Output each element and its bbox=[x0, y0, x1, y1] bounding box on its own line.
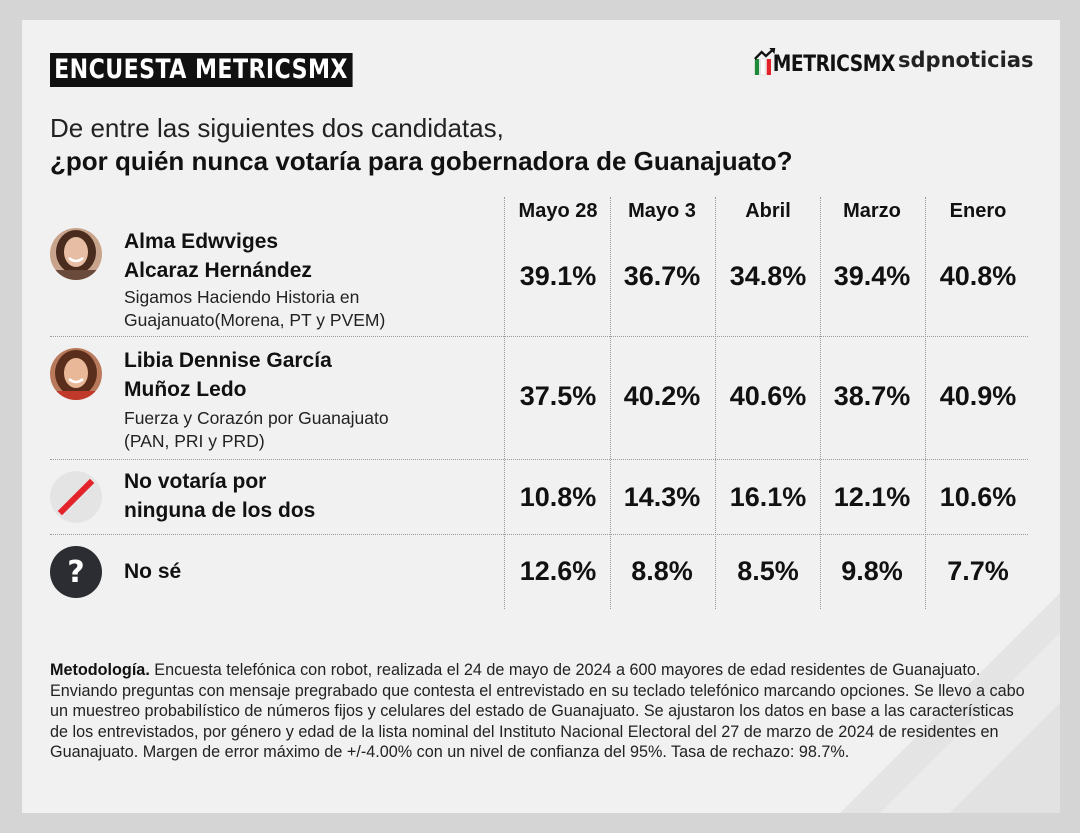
row-name-line-2: Alcaraz Hernández bbox=[124, 259, 312, 282]
logo-group: METRICSMX sdpnoticias bbox=[754, 42, 1034, 82]
table-cell-value: 40.6% bbox=[729, 381, 807, 411]
metricsmx-logo-text: METRICSMX bbox=[772, 52, 896, 77]
column-header: Mayo 28 bbox=[518, 200, 598, 222]
table-cell-value: 9.8% bbox=[841, 556, 903, 586]
trend-arrow-icon bbox=[754, 48, 776, 76]
table-cell-value: 10.8% bbox=[519, 482, 597, 512]
column-divider bbox=[610, 197, 611, 609]
table-cell-value: 8.5% bbox=[737, 556, 799, 586]
table-cell-value: 16.1% bbox=[729, 482, 807, 512]
row-divider bbox=[50, 336, 1028, 337]
row-party-line-2: (PAN, PRI y PRD) bbox=[124, 431, 265, 451]
column-divider bbox=[504, 197, 505, 609]
table-cell-value: 40.9% bbox=[939, 381, 1017, 411]
row-name-line-1: Alma Edwviges bbox=[124, 230, 279, 253]
table-cell-value: 36.7% bbox=[623, 261, 701, 291]
candidate-photo-garcia bbox=[50, 348, 102, 400]
infographic-card: ENCUESTA METRICSMX METRICSMX sdpnoticias… bbox=[22, 20, 1060, 813]
table-cell-value: 10.6% bbox=[939, 482, 1017, 512]
row-name-line-1: No sé bbox=[124, 560, 182, 583]
decorative-stripes bbox=[840, 593, 1060, 813]
candidate-photo-alcaraz bbox=[50, 228, 102, 280]
table-cell-value: 39.1% bbox=[519, 261, 597, 291]
question-icon-glyph: ? bbox=[67, 554, 85, 590]
row-name-line-1: Libia Dennise García bbox=[124, 349, 332, 372]
column-header: Abril bbox=[745, 200, 791, 222]
slash-icon bbox=[50, 471, 102, 523]
question-line-2: ¿por quién nunca votaría para gobernador… bbox=[50, 146, 793, 176]
table-cell-value: 8.8% bbox=[631, 556, 693, 586]
table-cell-value: 14.3% bbox=[623, 482, 701, 512]
table-cell-value: 7.7% bbox=[947, 556, 1009, 586]
row-name-line-2: Muñoz Ledo bbox=[124, 378, 247, 401]
row-name-line-2: ninguna de los dos bbox=[124, 499, 316, 522]
methodology-text: Encuesta telefónica con robot, realizada… bbox=[50, 661, 1025, 761]
row-party-line-1: Fuerza y Corazón por Guanajuato bbox=[124, 408, 389, 428]
column-header: Mayo 3 bbox=[628, 200, 696, 222]
row-divider bbox=[50, 534, 1028, 535]
column-divider bbox=[925, 197, 926, 609]
column-header: Enero bbox=[949, 200, 1007, 222]
column-header: Marzo bbox=[843, 200, 901, 222]
brand-title: ENCUESTA METRICSMX bbox=[50, 53, 353, 87]
question-line-1: De entre las siguientes dos candidatas, bbox=[50, 113, 504, 143]
row-party-line-1: Sigamos Haciendo Historia en bbox=[124, 287, 360, 307]
column-divider bbox=[820, 197, 821, 609]
column-divider bbox=[715, 197, 716, 609]
table-cell-value: 12.6% bbox=[519, 556, 597, 586]
methodology-note: Metodología. Encuesta telefónica con rob… bbox=[50, 660, 1025, 763]
table-cell-value: 34.8% bbox=[729, 261, 807, 291]
table-cell-value: 40.2% bbox=[623, 381, 701, 411]
question-icon: ? bbox=[50, 546, 102, 598]
row-name-line-1: No votaría por bbox=[124, 470, 267, 493]
table-cell-value: 38.7% bbox=[833, 381, 911, 411]
table-cell-value: 37.5% bbox=[519, 381, 597, 411]
table-cell-value: 39.4% bbox=[833, 261, 911, 291]
row-party-line-2: Guajanuato(Morena, PT y PVEM) bbox=[124, 310, 386, 330]
table-cell-value: 40.8% bbox=[939, 261, 1017, 291]
table-cell-value: 12.1% bbox=[833, 482, 911, 512]
sdpnoticias-logo: sdpnoticias bbox=[898, 48, 1034, 72]
metricsmx-logo: METRICSMX bbox=[754, 47, 895, 77]
row-divider bbox=[50, 459, 1028, 460]
methodology-label: Metodología. bbox=[50, 661, 150, 679]
